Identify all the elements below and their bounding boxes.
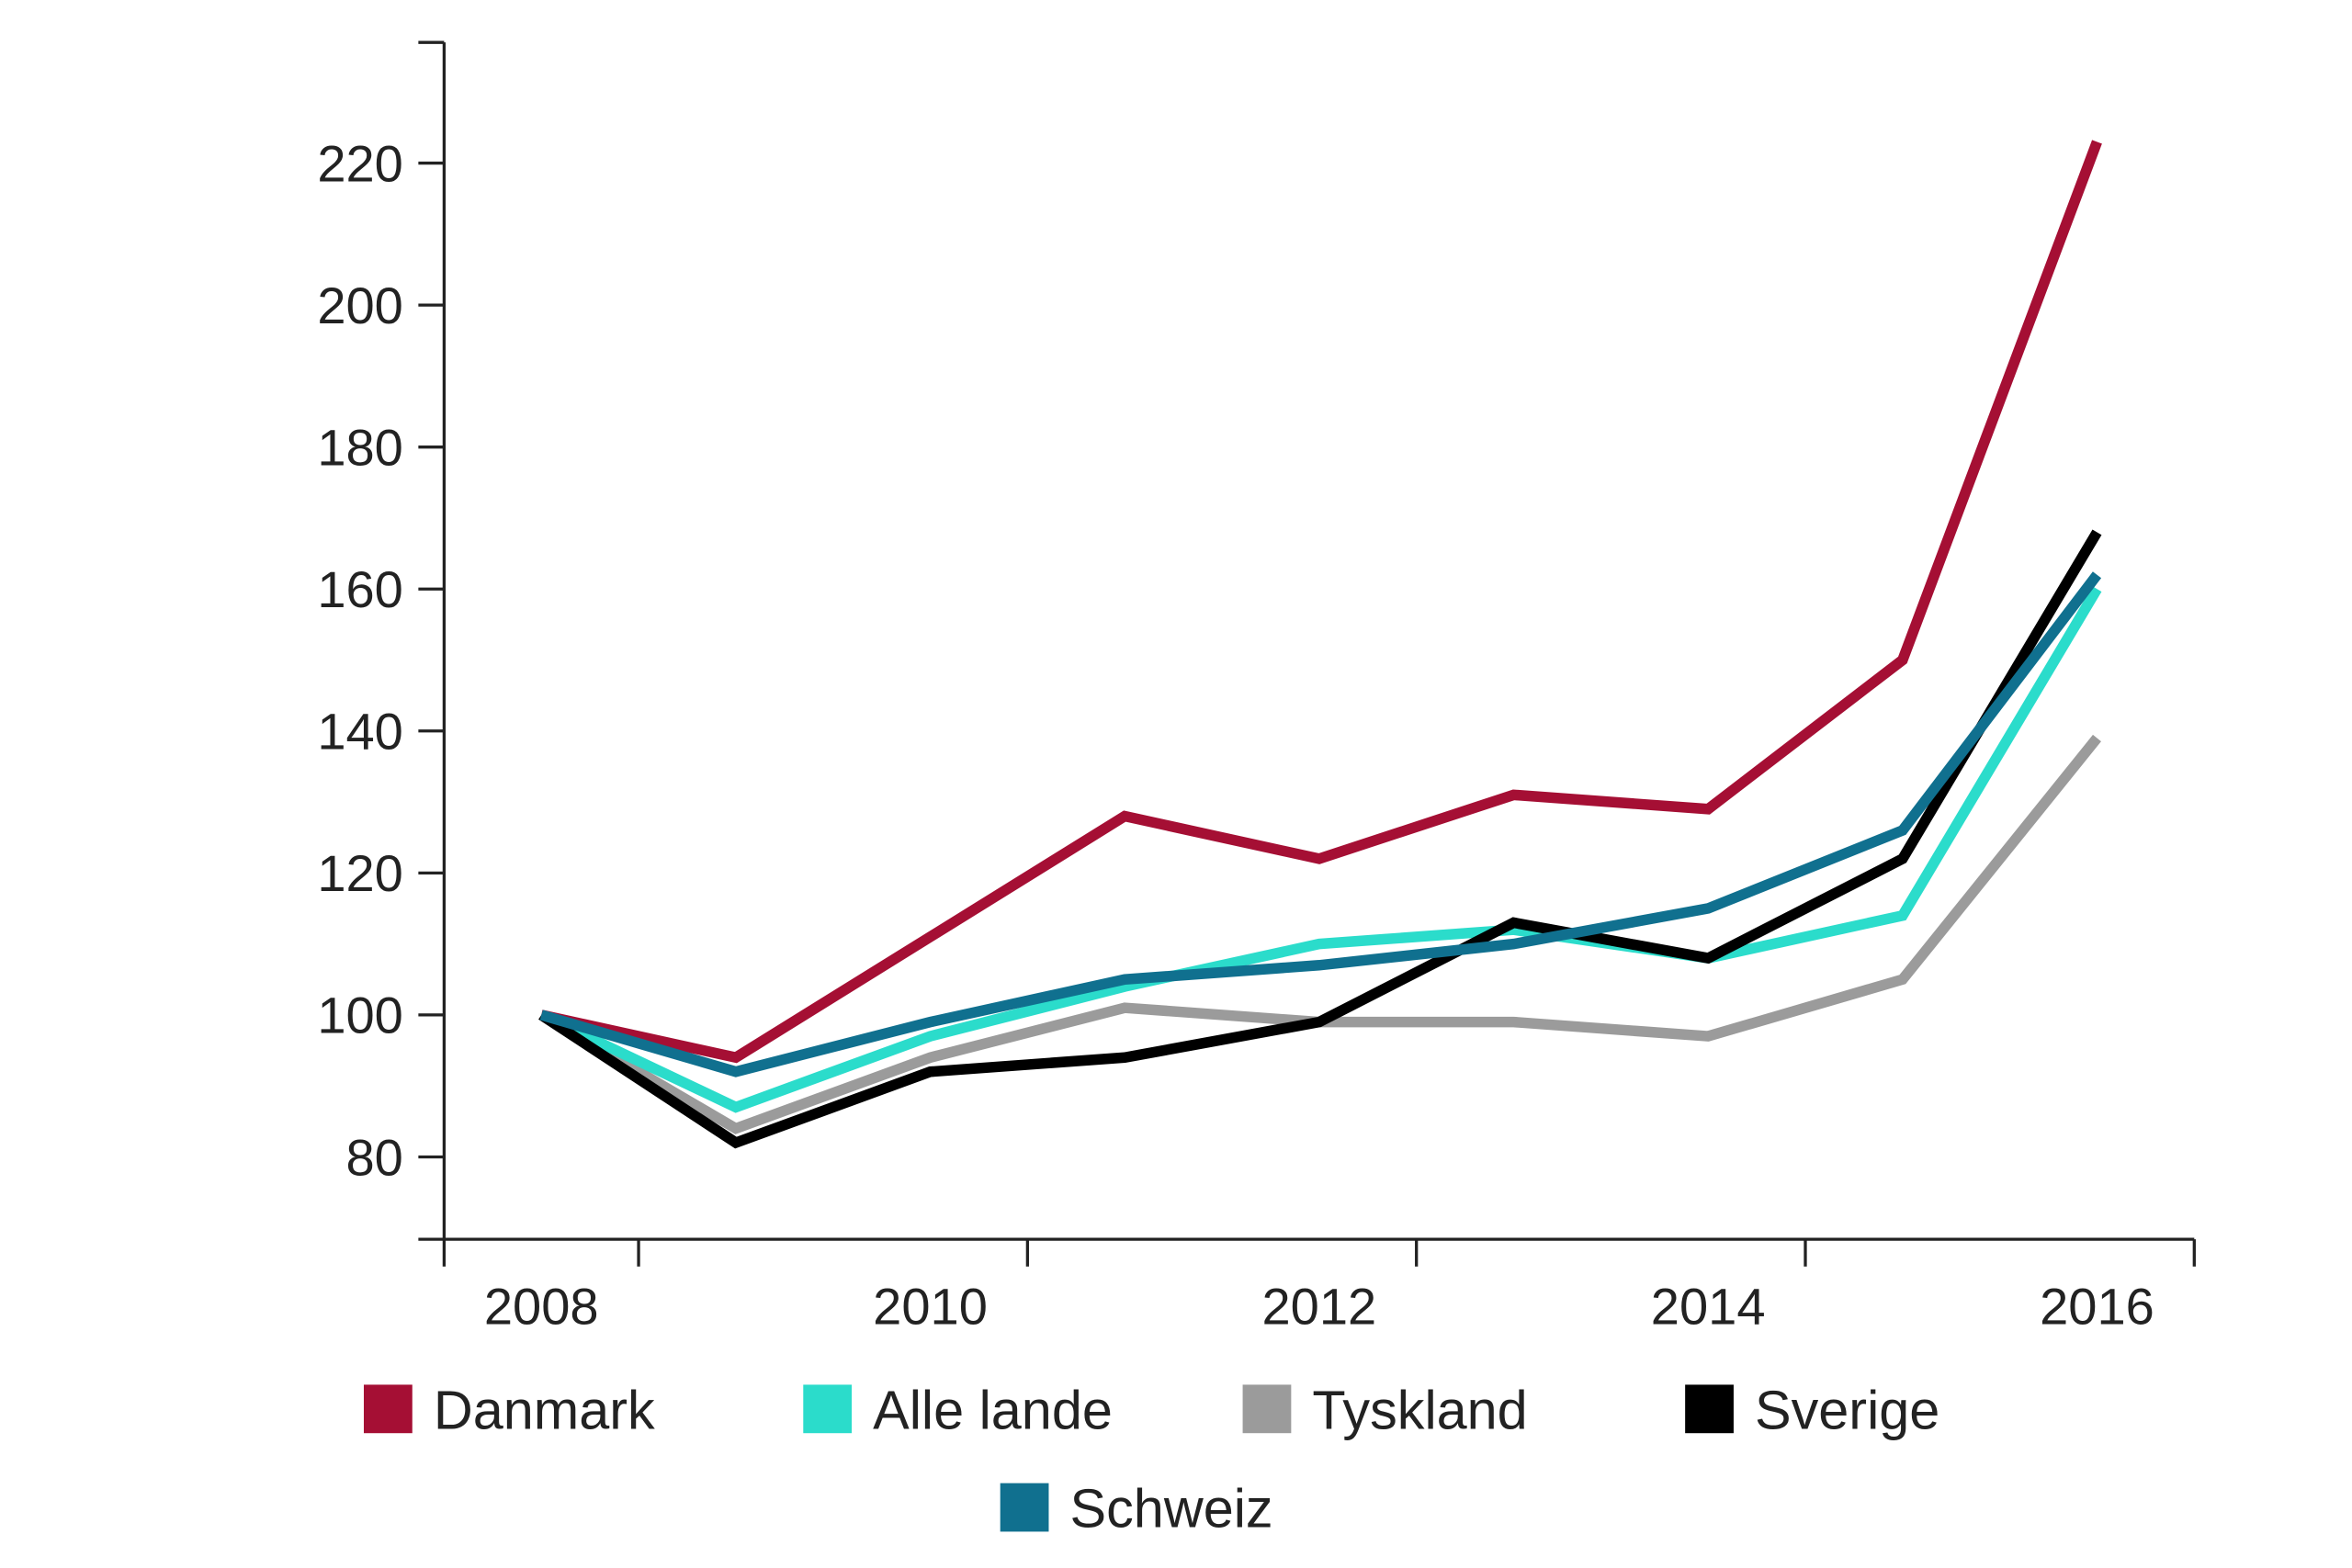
y-tick-label: 100 bbox=[317, 987, 403, 1044]
legend-item: Danmark bbox=[363, 1379, 655, 1440]
y-tick-label: 180 bbox=[317, 418, 403, 476]
legend-swatch bbox=[363, 1384, 413, 1434]
legend: Danmark Alle lande Tyskland Sverige Schweiz bbox=[363, 1379, 1939, 1539]
legend-swatch bbox=[803, 1384, 853, 1434]
x-tick-label: 2014 bbox=[1651, 1277, 1766, 1335]
series-line-sverige bbox=[538, 529, 2102, 1149]
legend-label: Schweiz bbox=[1070, 1477, 1273, 1539]
y-tick-label: 220 bbox=[317, 134, 403, 192]
axes: 80 100 120 140 160 180 200 220 2008 2010 2012 2014 2… bbox=[317, 40, 2196, 1335]
x-tick-label: 2016 bbox=[2040, 1277, 2154, 1335]
legend-item: Schweiz bbox=[1000, 1477, 1273, 1539]
legend-item: Sverige bbox=[1685, 1379, 1939, 1440]
legend-label: Alle lande bbox=[873, 1379, 1113, 1440]
legend-label: Tyskland bbox=[1312, 1379, 1527, 1440]
y-tick-label: 140 bbox=[317, 703, 403, 761]
series-line-schweiz bbox=[539, 571, 2102, 1077]
legend-swatch bbox=[1685, 1384, 1734, 1434]
y-tick-label: 120 bbox=[317, 844, 403, 902]
legend-item: Tyskland bbox=[1242, 1379, 1528, 1440]
legend-label: Sverige bbox=[1755, 1379, 1939, 1440]
legend-swatch bbox=[1242, 1384, 1292, 1434]
series-line-tyskland bbox=[538, 734, 2101, 1134]
x-tick-label: 2010 bbox=[873, 1277, 988, 1335]
y-tick-label: 160 bbox=[317, 560, 403, 618]
y-tick-label: 80 bbox=[346, 1128, 403, 1186]
x-tick-label: 2008 bbox=[484, 1277, 599, 1335]
legend-item: Alle lande bbox=[803, 1379, 1113, 1440]
series-line-alle-lande bbox=[538, 586, 2102, 1113]
legend-label: Danmark bbox=[434, 1379, 655, 1440]
series-lines bbox=[538, 140, 2102, 1149]
y-tick-label: 200 bbox=[317, 276, 403, 334]
series-line-danmark bbox=[539, 140, 2102, 1064]
legend-swatch bbox=[1000, 1483, 1049, 1532]
x-tick-label: 2012 bbox=[1261, 1277, 1376, 1335]
